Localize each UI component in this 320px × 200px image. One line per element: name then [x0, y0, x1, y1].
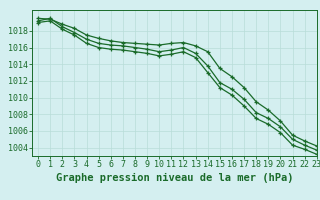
X-axis label: Graphe pression niveau de la mer (hPa): Graphe pression niveau de la mer (hPa) [56, 173, 293, 183]
